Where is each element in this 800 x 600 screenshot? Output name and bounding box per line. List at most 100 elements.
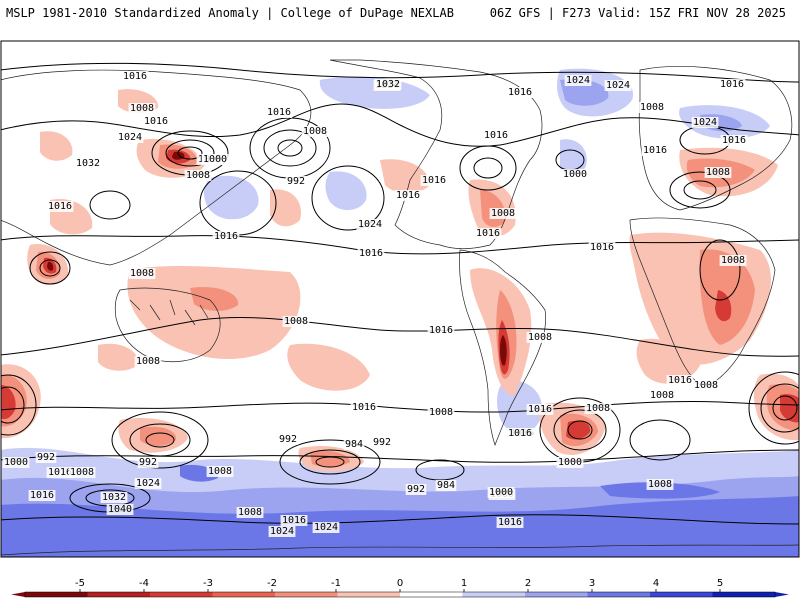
isobar-label-bg — [68, 467, 96, 478]
isobar-label-bg — [692, 380, 720, 391]
isobar-label: 1024 — [693, 117, 717, 128]
isobar-label: 1000 — [203, 154, 227, 165]
isobar-label: 1008 — [70, 467, 94, 478]
isobar-label: 1032 — [376, 79, 400, 90]
isobar-label: 1016 — [48, 467, 72, 478]
isobar-label-bg — [526, 332, 554, 343]
isobar-label-bg — [35, 452, 57, 463]
isobar-label-bg — [116, 132, 144, 143]
isobar-label-bg — [720, 135, 748, 146]
isobar-label: 1016 — [359, 248, 383, 259]
isobar-label: 1024 — [314, 522, 338, 533]
isobar-label-bg — [427, 325, 455, 336]
isobar-label: 1024 — [136, 478, 160, 489]
isobar-label: 1008 — [284, 316, 308, 327]
isobar-label-bg — [648, 390, 676, 401]
isobar-label: 1008 — [721, 255, 745, 266]
colorbar-segment — [25, 592, 88, 597]
isobar-label-bg — [137, 457, 159, 468]
isobar-label-bg — [350, 402, 378, 413]
isobar-label-bg — [374, 79, 402, 90]
isobar-label: 1008 — [429, 407, 453, 418]
isobar-label-bg — [435, 480, 457, 491]
isobar-label: 992 — [287, 176, 305, 187]
asia-outline — [1, 69, 312, 266]
isobar-label: 1016 — [722, 135, 746, 146]
colorbar-segment — [150, 592, 213, 597]
isobar-label-bg — [584, 403, 612, 414]
isobar-label-bg — [357, 248, 385, 259]
isobar-label: 1016 — [590, 242, 614, 253]
isobar-label: 1000 — [558, 457, 582, 468]
isobar-label-bg — [134, 356, 162, 367]
isobar-label-bg — [604, 80, 632, 91]
isobar-label-bg — [556, 457, 584, 468]
extreme-negative-anomaly-fill — [47, 151, 507, 366]
map-body: 1016100810161024103210161016100810161000… — [1, 41, 799, 557]
australia-outline — [114, 287, 221, 363]
isobar-label: 1016 — [30, 490, 54, 501]
antarctica-outline — [1, 544, 799, 556]
isobar-label-bg — [704, 167, 732, 178]
colorbar-segment — [212, 592, 276, 597]
isobar-label-bg — [526, 404, 554, 415]
isobar-label-bg — [506, 428, 534, 439]
colorbar-segment — [87, 592, 151, 597]
colorbar-tick-label: -4 — [139, 578, 149, 589]
isobar-label: 1008 — [694, 380, 718, 391]
maritime-continent — [129, 299, 209, 326]
isobar-label-bg — [646, 479, 674, 490]
isobar-label: 1016 — [267, 107, 291, 118]
isobar-label-bg — [394, 190, 422, 201]
europe-outline — [638, 66, 793, 211]
isobar-label-bg — [561, 169, 589, 180]
isobar-label: 1016 — [508, 428, 532, 439]
isobar-label-bg — [268, 526, 296, 537]
isobar-label: 1008 — [528, 332, 552, 343]
isobar-label: 1008 — [186, 170, 210, 181]
isobar-label-bg — [301, 126, 329, 137]
isobar-label: 992 — [37, 452, 55, 463]
isobar-label-bg — [280, 515, 308, 526]
isobar-label-bg — [128, 103, 156, 114]
map-frame — [0, 40, 800, 558]
map-title: MSLP 1981-2010 Standardized Anomaly | Co… — [6, 6, 454, 20]
isobar-label-bg — [343, 439, 365, 450]
isobar-label-bg — [106, 504, 134, 515]
colorbar-segment — [525, 592, 588, 597]
colorbar-tick-label: 2 — [525, 578, 531, 589]
isobar-label-bg — [719, 255, 747, 266]
isobar-label-bg — [718, 79, 746, 90]
isobar-label-bg — [74, 158, 102, 169]
isobar-label: 1008 — [586, 403, 610, 414]
isobar-label-bg — [371, 437, 393, 448]
isobar-label: 1008 — [640, 102, 664, 113]
isobar-label: 1024 — [118, 132, 142, 143]
isobar-label-bg — [128, 268, 156, 279]
isobar-label: 1008 — [303, 126, 327, 137]
colorbar-segment — [400, 592, 463, 597]
isobar-label: 1016 — [352, 402, 376, 413]
isobar-label: 1024 — [566, 75, 590, 86]
isobar-label: 992 — [279, 434, 297, 445]
isobar-label-bg — [482, 130, 510, 141]
isobar-label-bg — [46, 201, 74, 212]
isobar-label: 1032 — [76, 158, 100, 169]
isobar-label-bg — [489, 208, 517, 219]
isobar-label: 984 — [345, 439, 363, 450]
isobar-label: 1024 — [270, 526, 294, 537]
isobar-label-bg — [282, 316, 310, 327]
isobar-label: 1016 — [720, 79, 744, 90]
isobar-label: 1024 — [606, 80, 630, 91]
isobar-label: 1008 — [650, 390, 674, 401]
isobar-label-bg — [212, 231, 240, 242]
isobar-label-bg — [487, 487, 515, 498]
isobar-label-bg — [641, 145, 669, 156]
isobar-label: 1040 — [108, 504, 132, 515]
isobar-label-bg — [265, 107, 293, 118]
isobar-label-bg — [121, 71, 149, 82]
isobar-label-bg — [420, 175, 448, 186]
isobar-label-bg — [312, 522, 340, 533]
isobar-label: 1016 — [643, 145, 667, 156]
colorbar-tick-label: 0 — [397, 578, 403, 589]
